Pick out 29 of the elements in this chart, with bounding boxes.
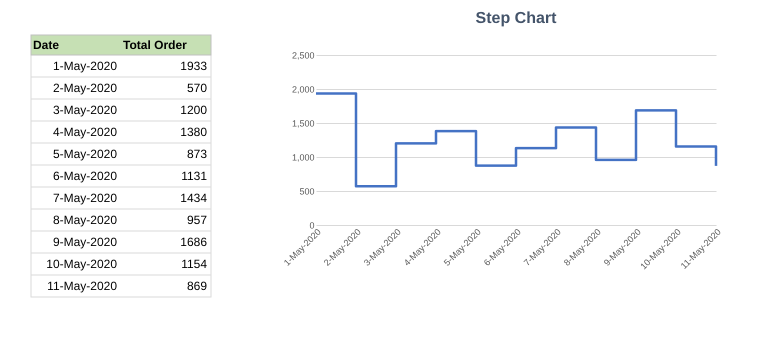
data-label: 1434	[180, 191, 208, 205]
data-label: 873	[186, 147, 208, 161]
data-label: 1933	[180, 59, 208, 73]
category-label: 1-May-2020	[52, 59, 118, 73]
y-tick-label: 2,500	[292, 50, 314, 60]
category-label: 7-May-2020	[52, 191, 118, 205]
category-label: 2-May-2020	[52, 81, 118, 95]
category-label: 11-May-2020	[47, 279, 118, 293]
data-label: 1154	[181, 257, 208, 271]
data-label: 1380	[180, 125, 208, 139]
category-label: 6-May-2020	[52, 169, 118, 183]
category-label: 5-May-2020	[52, 147, 118, 161]
chart-title: Step Chart	[476, 10, 558, 27]
data-label: 957	[186, 213, 208, 227]
y-tick-label: 500	[299, 186, 314, 196]
text: Total Order	[123, 38, 188, 52]
data-label: 570	[186, 81, 208, 95]
y-tick-label: 0	[309, 220, 314, 230]
y-tick-label: 1,000	[292, 152, 314, 162]
data-label: 869	[186, 279, 208, 293]
data-label: 1686	[180, 235, 208, 249]
y-tick-label: 2,000	[292, 84, 314, 94]
text: Date	[33, 38, 60, 52]
y-tick-label: 1,500	[292, 118, 314, 128]
category-label: 3-May-2020	[52, 103, 118, 117]
data-label: 1131	[181, 169, 208, 183]
category-label: 8-May-2020	[52, 213, 118, 227]
data-label: 1200	[180, 103, 208, 117]
category-label: 4-May-2020	[52, 125, 118, 139]
